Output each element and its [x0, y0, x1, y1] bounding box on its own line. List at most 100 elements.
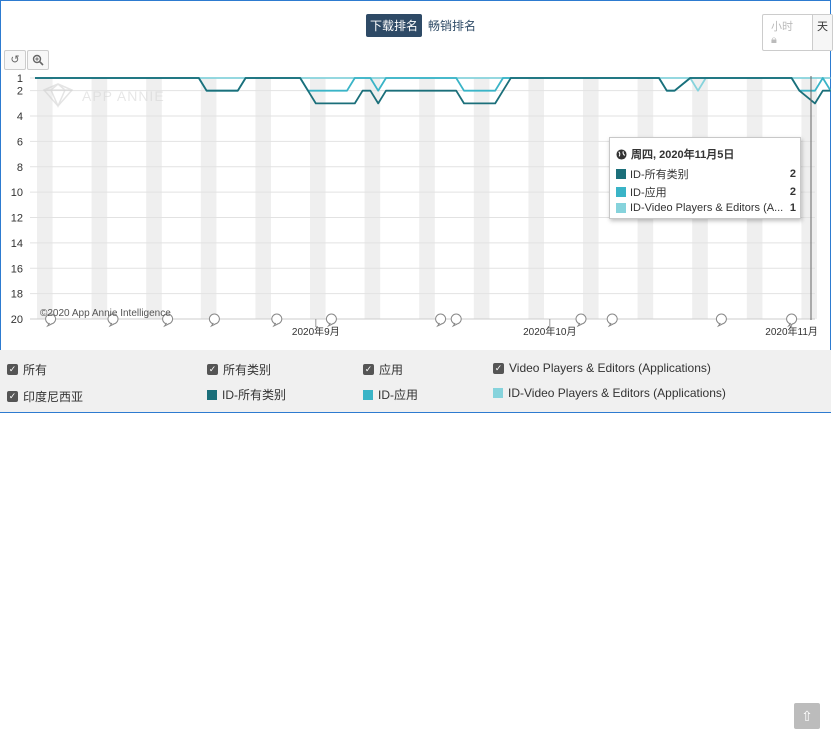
weekend-band	[310, 78, 326, 319]
event-marker-circle	[786, 313, 798, 325]
check-icon: ✓	[363, 364, 374, 375]
tooltip-title: 周四, 2020年11月5日	[616, 146, 734, 162]
series-swatch	[616, 187, 626, 197]
y-tick-label: 4	[17, 111, 23, 123]
legend-series-all-categories[interactable]: ID-所有类别	[207, 386, 286, 403]
event-marker-tail	[716, 322, 723, 328]
series-lines	[35, 77, 831, 105]
tab-download-rank[interactable]: 下载排名	[366, 14, 423, 37]
weekend-band	[200, 78, 217, 319]
series-swatch	[616, 203, 626, 213]
y-tick-label: 14	[11, 238, 23, 250]
series-swatch	[363, 389, 373, 400]
event-marker-circle	[435, 313, 447, 325]
weekend-band	[364, 78, 381, 319]
y-tick-label: 2	[17, 86, 23, 98]
filter-all-checkbox[interactable]: ✓ 所有	[7, 361, 47, 378]
watermark: APP ANNIE	[42, 83, 165, 108]
tooltip-row-value: 1	[789, 202, 796, 214]
chart-frame	[0, 0, 831, 413]
event-marker-circle	[208, 313, 220, 325]
legend-series-label: ID-Video Players & Editors (Applications…	[508, 386, 726, 400]
reset-zoom-button[interactable]: ↺	[4, 50, 26, 70]
country-checkbox[interactable]: ✓ 印度尼西亚	[7, 388, 83, 405]
event-marker-icon	[162, 313, 174, 328]
weekend-band	[146, 78, 162, 319]
x-tick-label: 2020年10月	[523, 325, 576, 338]
series-swatch	[616, 169, 626, 179]
app-annie-logo-icon	[42, 83, 74, 108]
event-marker-icon	[325, 313, 337, 328]
watermark-brand: APP ANNIE	[82, 88, 165, 104]
granularity-hour-label: 小时	[771, 21, 793, 33]
event-marker-tail	[108, 322, 115, 328]
legend-series-apps[interactable]: ID-应用	[363, 386, 418, 403]
event-marker-icon	[435, 313, 447, 328]
y-tick-label: 6	[17, 136, 23, 148]
check-icon: ✓	[493, 362, 504, 374]
granularity-day-button[interactable]: 天	[812, 15, 832, 50]
weekend-band	[37, 78, 53, 319]
tooltip-row: ID-所有类别 2	[616, 166, 796, 182]
event-marker-circle	[575, 313, 587, 325]
event-marker-circle	[271, 313, 283, 325]
y-axis-ticks: 12 4 6 8 10 12 14 16 18 20	[11, 73, 23, 326]
tooltip: 周四, 2020年11月5日 ID-所有类别 2 ID-应用 2 ID-Vide…	[609, 137, 801, 219]
event-marker-icon	[575, 313, 587, 328]
legend-panel: ✓ 所有 ✓ 所有类别 ✓ 应用 ✓ Video Players & Edito…	[0, 350, 831, 729]
granularity-toggle: 小时 🔒︎ 天	[762, 14, 833, 51]
lock-icon: 🔒︎	[771, 34, 777, 46]
weekend-band	[528, 78, 544, 319]
filter-label: Video Players & Editors (Applications)	[509, 361, 711, 375]
zoom-icon	[32, 54, 44, 66]
series-line	[35, 77, 831, 105]
tooltip-row-label: ID-所有类别	[630, 169, 689, 181]
y-tick-label: 1	[17, 73, 23, 85]
scroll-to-top-button[interactable]: ⇧	[794, 703, 820, 729]
event-marker-tail	[326, 322, 333, 328]
event-marker-icon	[715, 313, 727, 328]
weekend-band	[583, 78, 599, 319]
weekend-band	[419, 78, 435, 319]
tooltip-row-value: 2	[789, 168, 796, 180]
event-marker-circle	[450, 313, 462, 325]
event-marker-circle	[325, 313, 337, 325]
series-swatch	[207, 389, 217, 400]
tooltip-row: ID-Video Players & Editors (A... 1	[616, 202, 796, 214]
event-marker-tail	[436, 322, 442, 328]
y-tick-label: 12	[11, 213, 23, 225]
event-marker-icon	[450, 313, 462, 328]
legend-series-video-players[interactable]: ID-Video Players & Editors (Applications…	[493, 386, 726, 400]
x-tick-label: 2020年11月	[765, 325, 818, 338]
country-label: 印度尼西亚	[23, 390, 84, 404]
globe-icon	[616, 148, 627, 160]
filter-apps-checkbox[interactable]: ✓ 应用	[363, 361, 403, 378]
filter-all-categories-checkbox[interactable]: ✓ 所有类别	[207, 361, 271, 378]
filter-label: 所有	[23, 363, 48, 377]
ranking-tabs: 下载排名 畅销排名	[366, 14, 480, 37]
weekend-band	[473, 78, 490, 319]
event-marker-tail	[209, 322, 216, 328]
event-marker-circle	[715, 313, 727, 325]
event-marker-icon	[45, 313, 57, 328]
event-marker-tail	[787, 322, 793, 328]
event-marker-tail	[46, 322, 52, 328]
weekend-band	[255, 78, 271, 319]
y-tick-label: 16	[11, 263, 23, 275]
granularity-hour-button[interactable]: 小时 🔒︎	[763, 15, 812, 50]
tooltip-row: ID-应用 2	[616, 184, 796, 200]
check-icon: ✓	[7, 364, 18, 375]
y-tick-label: 10	[11, 187, 23, 199]
tooltip-row-value: 2	[789, 186, 796, 198]
event-marker-tail	[272, 322, 279, 328]
check-icon: ✓	[7, 391, 18, 402]
filter-video-players-checkbox[interactable]: ✓ Video Players & Editors (Applications)	[493, 361, 711, 375]
zoom-button[interactable]	[27, 50, 49, 70]
filter-label: 所有类别	[223, 363, 272, 377]
event-marker-tail	[163, 322, 169, 328]
tab-grossing-rank[interactable]: 畅销排名	[428, 19, 477, 33]
event-marker-tail	[576, 322, 583, 328]
tooltip-row-label: ID-应用	[630, 187, 667, 199]
weekend-band	[91, 78, 108, 319]
event-marker-icon	[606, 313, 618, 328]
